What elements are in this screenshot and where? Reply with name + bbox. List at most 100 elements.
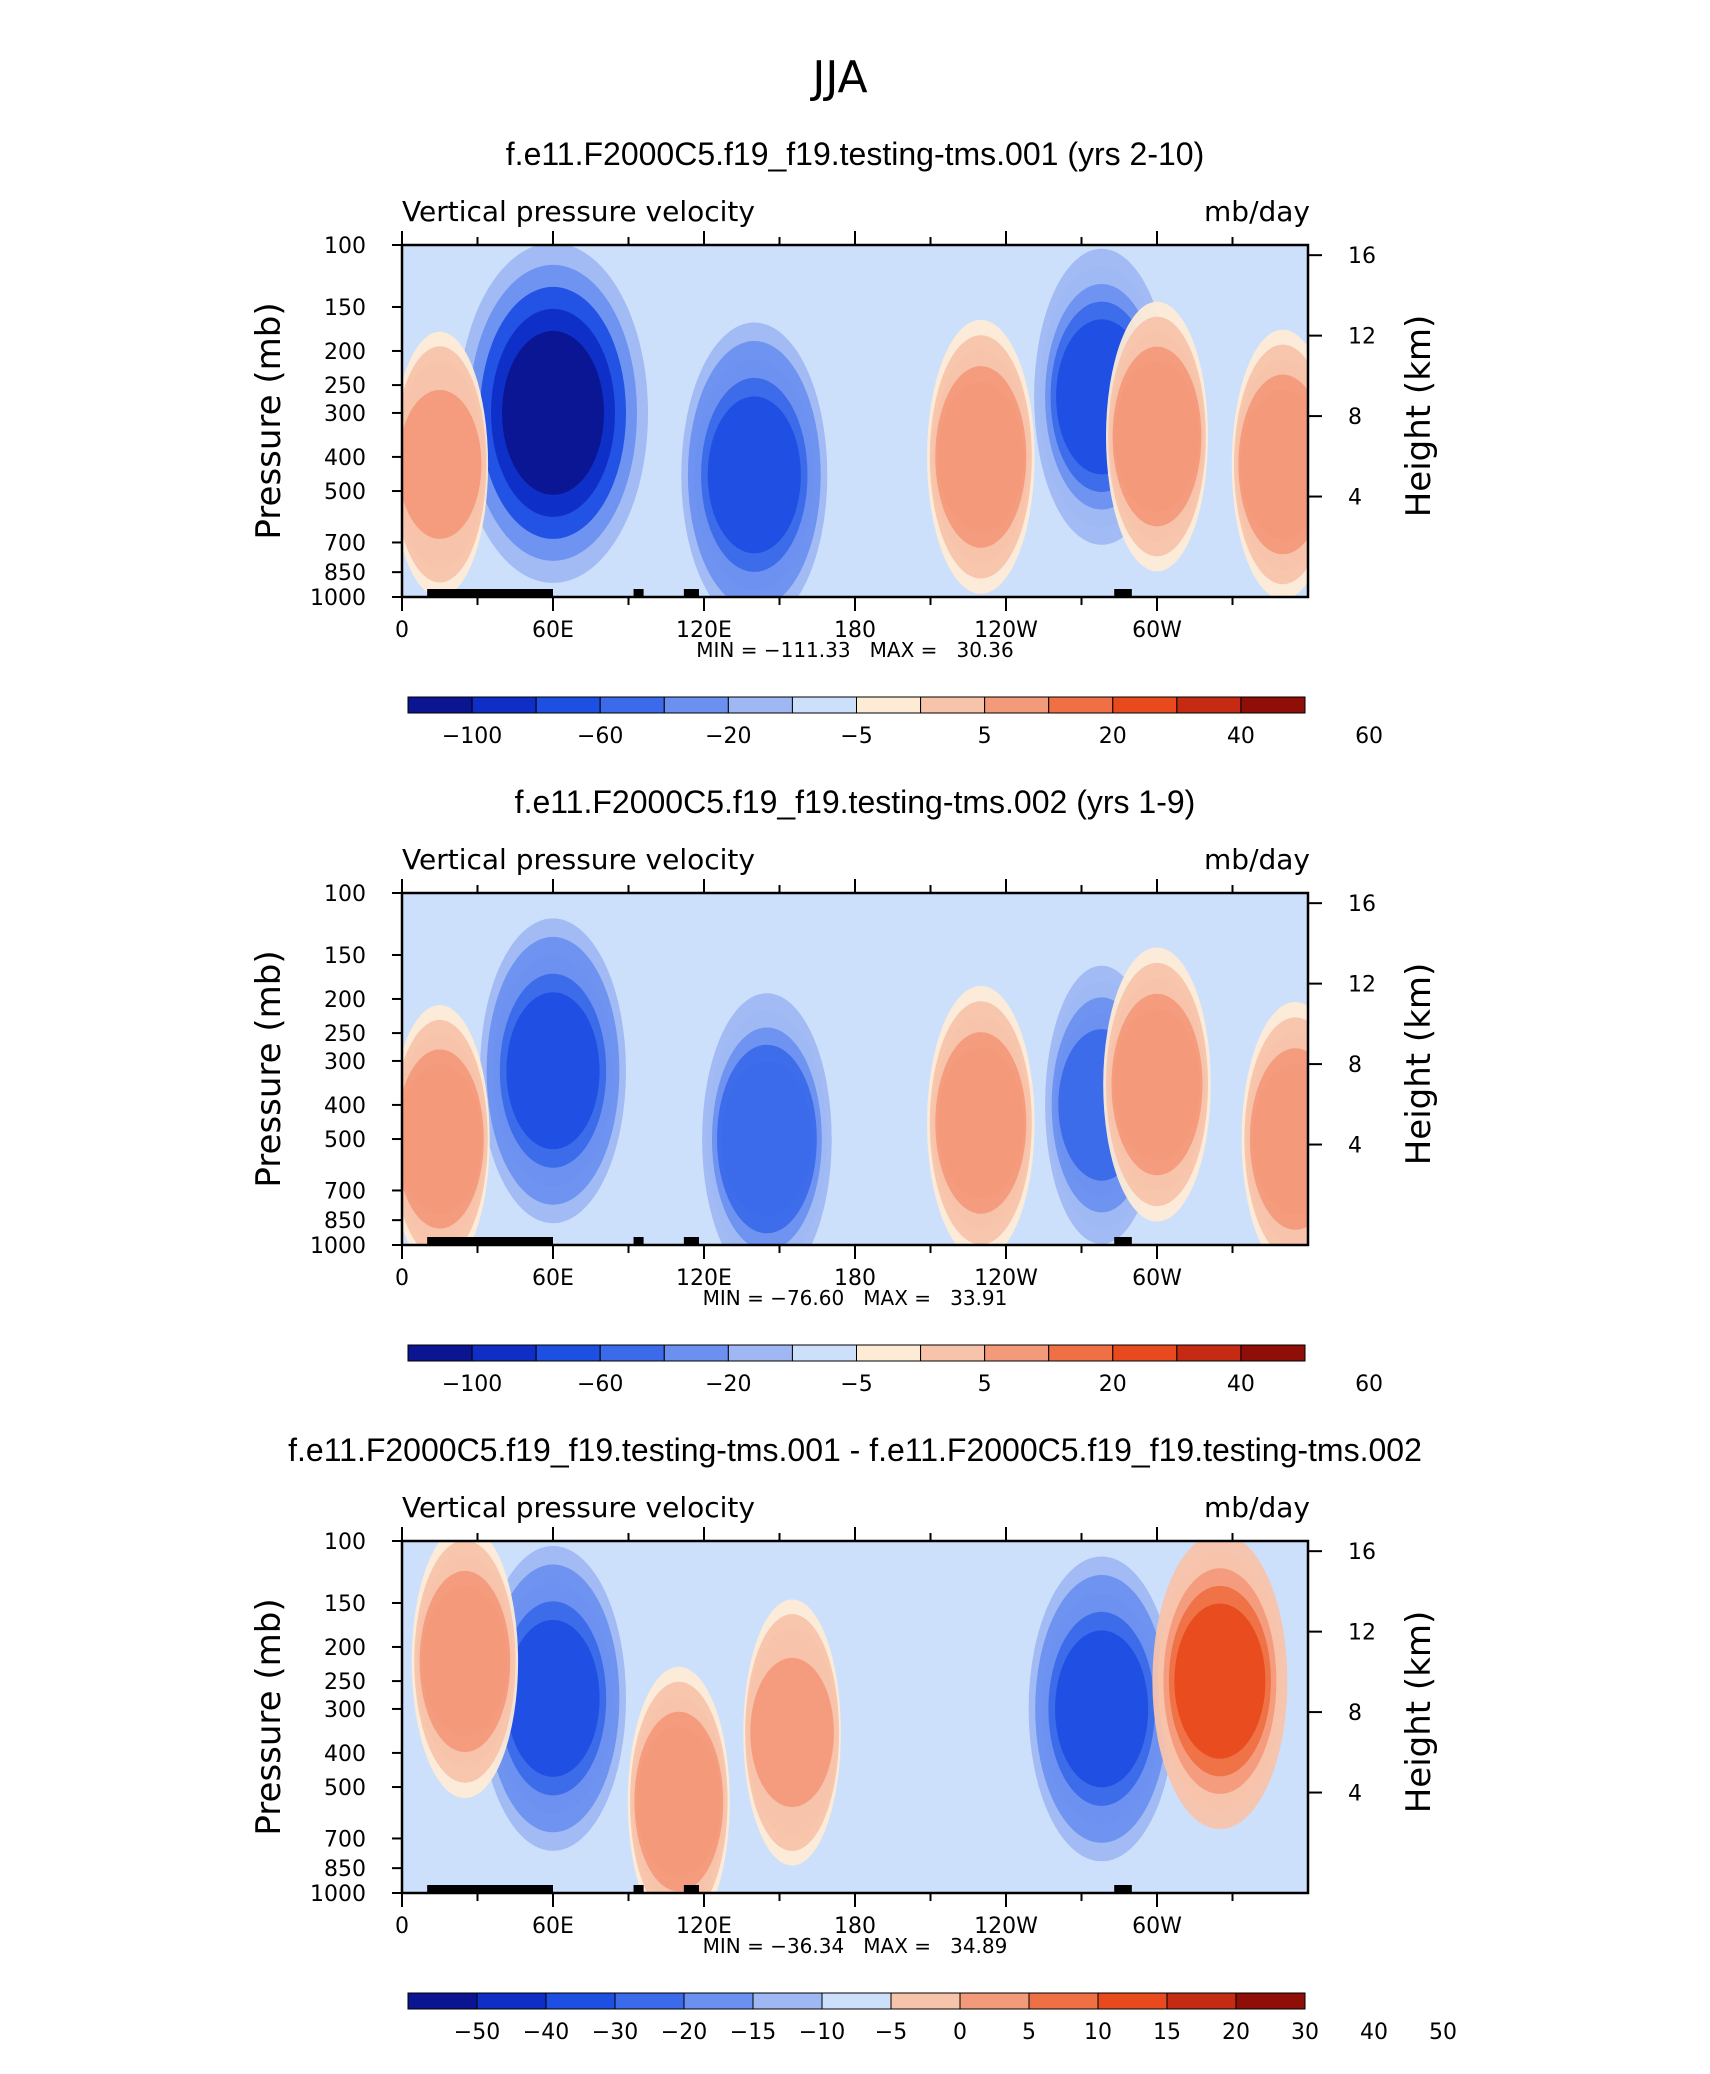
- panel-title: f.e11.F2000C5.f19_f19.testing-tms.002 (y…: [515, 784, 1196, 820]
- colorbar-box: [1235, 1992, 1306, 2010]
- y-tick-label: 700: [324, 531, 366, 556]
- x-tick-label: 60W: [1132, 618, 1182, 643]
- field-contour-5-5: [1114, 361, 1200, 512]
- colorbar-box: [752, 1992, 823, 2010]
- y-tick-label: 150: [324, 296, 366, 321]
- field-contour-5-5: [1114, 1009, 1200, 1160]
- colorbar-box: [599, 696, 665, 714]
- topography-5: [683, 589, 699, 597]
- y-axis-label: Pressure (mb): [249, 950, 289, 1187]
- colorbar-box: [407, 696, 473, 714]
- x-tick-label: 120W: [974, 618, 1038, 643]
- colorbar-label: −30: [592, 2020, 638, 2045]
- y-tick-label: 200: [324, 1636, 366, 1661]
- colorbar-box: [683, 1992, 754, 2010]
- topography-6: [1114, 1237, 1132, 1245]
- topography-1: [427, 1885, 503, 1893]
- y-tick-label: 150: [324, 944, 366, 969]
- topography-6: [1114, 1885, 1132, 1893]
- topography-4: [633, 1885, 644, 1893]
- panel-subtitle-left: Vertical pressure velocity: [402, 1491, 755, 1524]
- colorbar-label: 60: [1355, 724, 1383, 749]
- y2-tick-label: 16: [1348, 892, 1376, 917]
- colorbar-box: [407, 1344, 473, 1362]
- field-contour-2-5: [707, 396, 801, 554]
- colorbar-box: [1112, 696, 1178, 714]
- colorbar-box: [471, 1344, 537, 1362]
- y2-tick-label: 16: [1348, 244, 1376, 269]
- field-contour-1-5: [506, 992, 600, 1150]
- colorbar-box: [920, 696, 986, 714]
- field-contour-3-5: [938, 381, 1024, 533]
- colorbar-box: [856, 696, 922, 714]
- colorbar-label: 40: [1227, 1372, 1255, 1397]
- colorbar-box: [1028, 1992, 1099, 2010]
- y-tick-label: 700: [324, 1179, 366, 1204]
- colorbar-box: [984, 696, 1050, 714]
- y-tick-label: 700: [324, 1827, 366, 1852]
- colorbar-label: 15: [1153, 2020, 1181, 2045]
- colorbar-box: [1048, 1344, 1114, 1362]
- min-max-stats: MIN = −36.34 MAX = 34.89: [703, 1934, 1008, 1958]
- y-tick-label: 300: [324, 1050, 366, 1075]
- colorbar-label: 5: [978, 1372, 992, 1397]
- field-contour-7-5: [1240, 389, 1308, 540]
- chart-panel-1: 0 60E 120E 180 120W 60W 100 150 200 250 300 400 500 7…: [249, 136, 1439, 749]
- colorbar-label: 50: [1429, 2020, 1457, 2045]
- x-tick-label: 0: [395, 618, 409, 643]
- y-tick-label: 200: [324, 988, 366, 1013]
- colorbar-label: 20: [1222, 2020, 1250, 2045]
- colorbar-box: [1048, 696, 1114, 714]
- topography-2: [490, 589, 523, 597]
- topography-3: [515, 589, 553, 597]
- colorbar-box: [920, 1344, 986, 1362]
- y-tick-label: 400: [324, 1742, 366, 1767]
- colorbar-label: −20: [705, 724, 751, 749]
- field-contour-6-5: [402, 389, 482, 539]
- colorbar-box: [535, 696, 601, 714]
- x-tick-label: 120E: [676, 1266, 732, 1291]
- y2-axis-label: Height (km): [1399, 1611, 1439, 1814]
- colorbar-box: [727, 696, 793, 714]
- colorbar-box: [890, 1992, 961, 2010]
- y2-tick-label: 8: [1348, 405, 1362, 430]
- x-tick-label: 120E: [676, 618, 732, 643]
- x-tick-label: 60W: [1132, 1914, 1182, 1939]
- x-tick-label: 180: [834, 618, 876, 643]
- x-tick-label: 0: [395, 1914, 409, 1939]
- x-tick-label: 120W: [974, 1914, 1038, 1939]
- panel-subtitle-left: Vertical pressure velocity: [402, 843, 755, 876]
- colorbar-box: [1176, 696, 1242, 714]
- colorbar-label: 5: [978, 724, 992, 749]
- topography-6: [1114, 589, 1132, 597]
- colorbar-label: −5: [840, 724, 872, 749]
- colorbar-label: 10: [1084, 2020, 1112, 2045]
- x-tick-label: 120W: [974, 1266, 1038, 1291]
- colorbar-box: [1240, 1344, 1306, 1362]
- colorbar-label: −60: [577, 724, 623, 749]
- y-tick-label: 850: [324, 1209, 366, 1234]
- colorbar-label: −15: [730, 2020, 776, 2045]
- colorbar-box: [407, 1992, 478, 2010]
- colorbar-box: [1112, 1344, 1178, 1362]
- y2-tick-label: 12: [1348, 973, 1376, 998]
- colorbar-box: [614, 1992, 685, 2010]
- x-tick-label: 60W: [1132, 1266, 1182, 1291]
- y-tick-label: 1000: [310, 586, 366, 611]
- y-tick-label: 100: [324, 1530, 366, 1555]
- y-tick-label: 500: [324, 1128, 366, 1153]
- colorbar-label: 40: [1227, 724, 1255, 749]
- y-tick-label: 250: [324, 1022, 366, 1047]
- y2-axis-label: Height (km): [1399, 315, 1439, 518]
- field-contour-6-5: [402, 1064, 482, 1214]
- colorbar-label: −20: [661, 2020, 707, 2045]
- colorbar-label: 20: [1099, 724, 1127, 749]
- topography-4: [633, 1237, 644, 1245]
- x-tick-label: 60E: [532, 1914, 574, 1939]
- topography-3: [515, 1237, 553, 1245]
- y2-tick-label: 4: [1348, 1782, 1362, 1807]
- chart-panel-3: 0 60E 120E 180 120W 60W1001502002503004005007…: [249, 1432, 1457, 2045]
- y-tick-label: 200: [324, 340, 366, 365]
- colorbar-label: 60: [1355, 1372, 1383, 1397]
- x-tick-label: 180: [834, 1266, 876, 1291]
